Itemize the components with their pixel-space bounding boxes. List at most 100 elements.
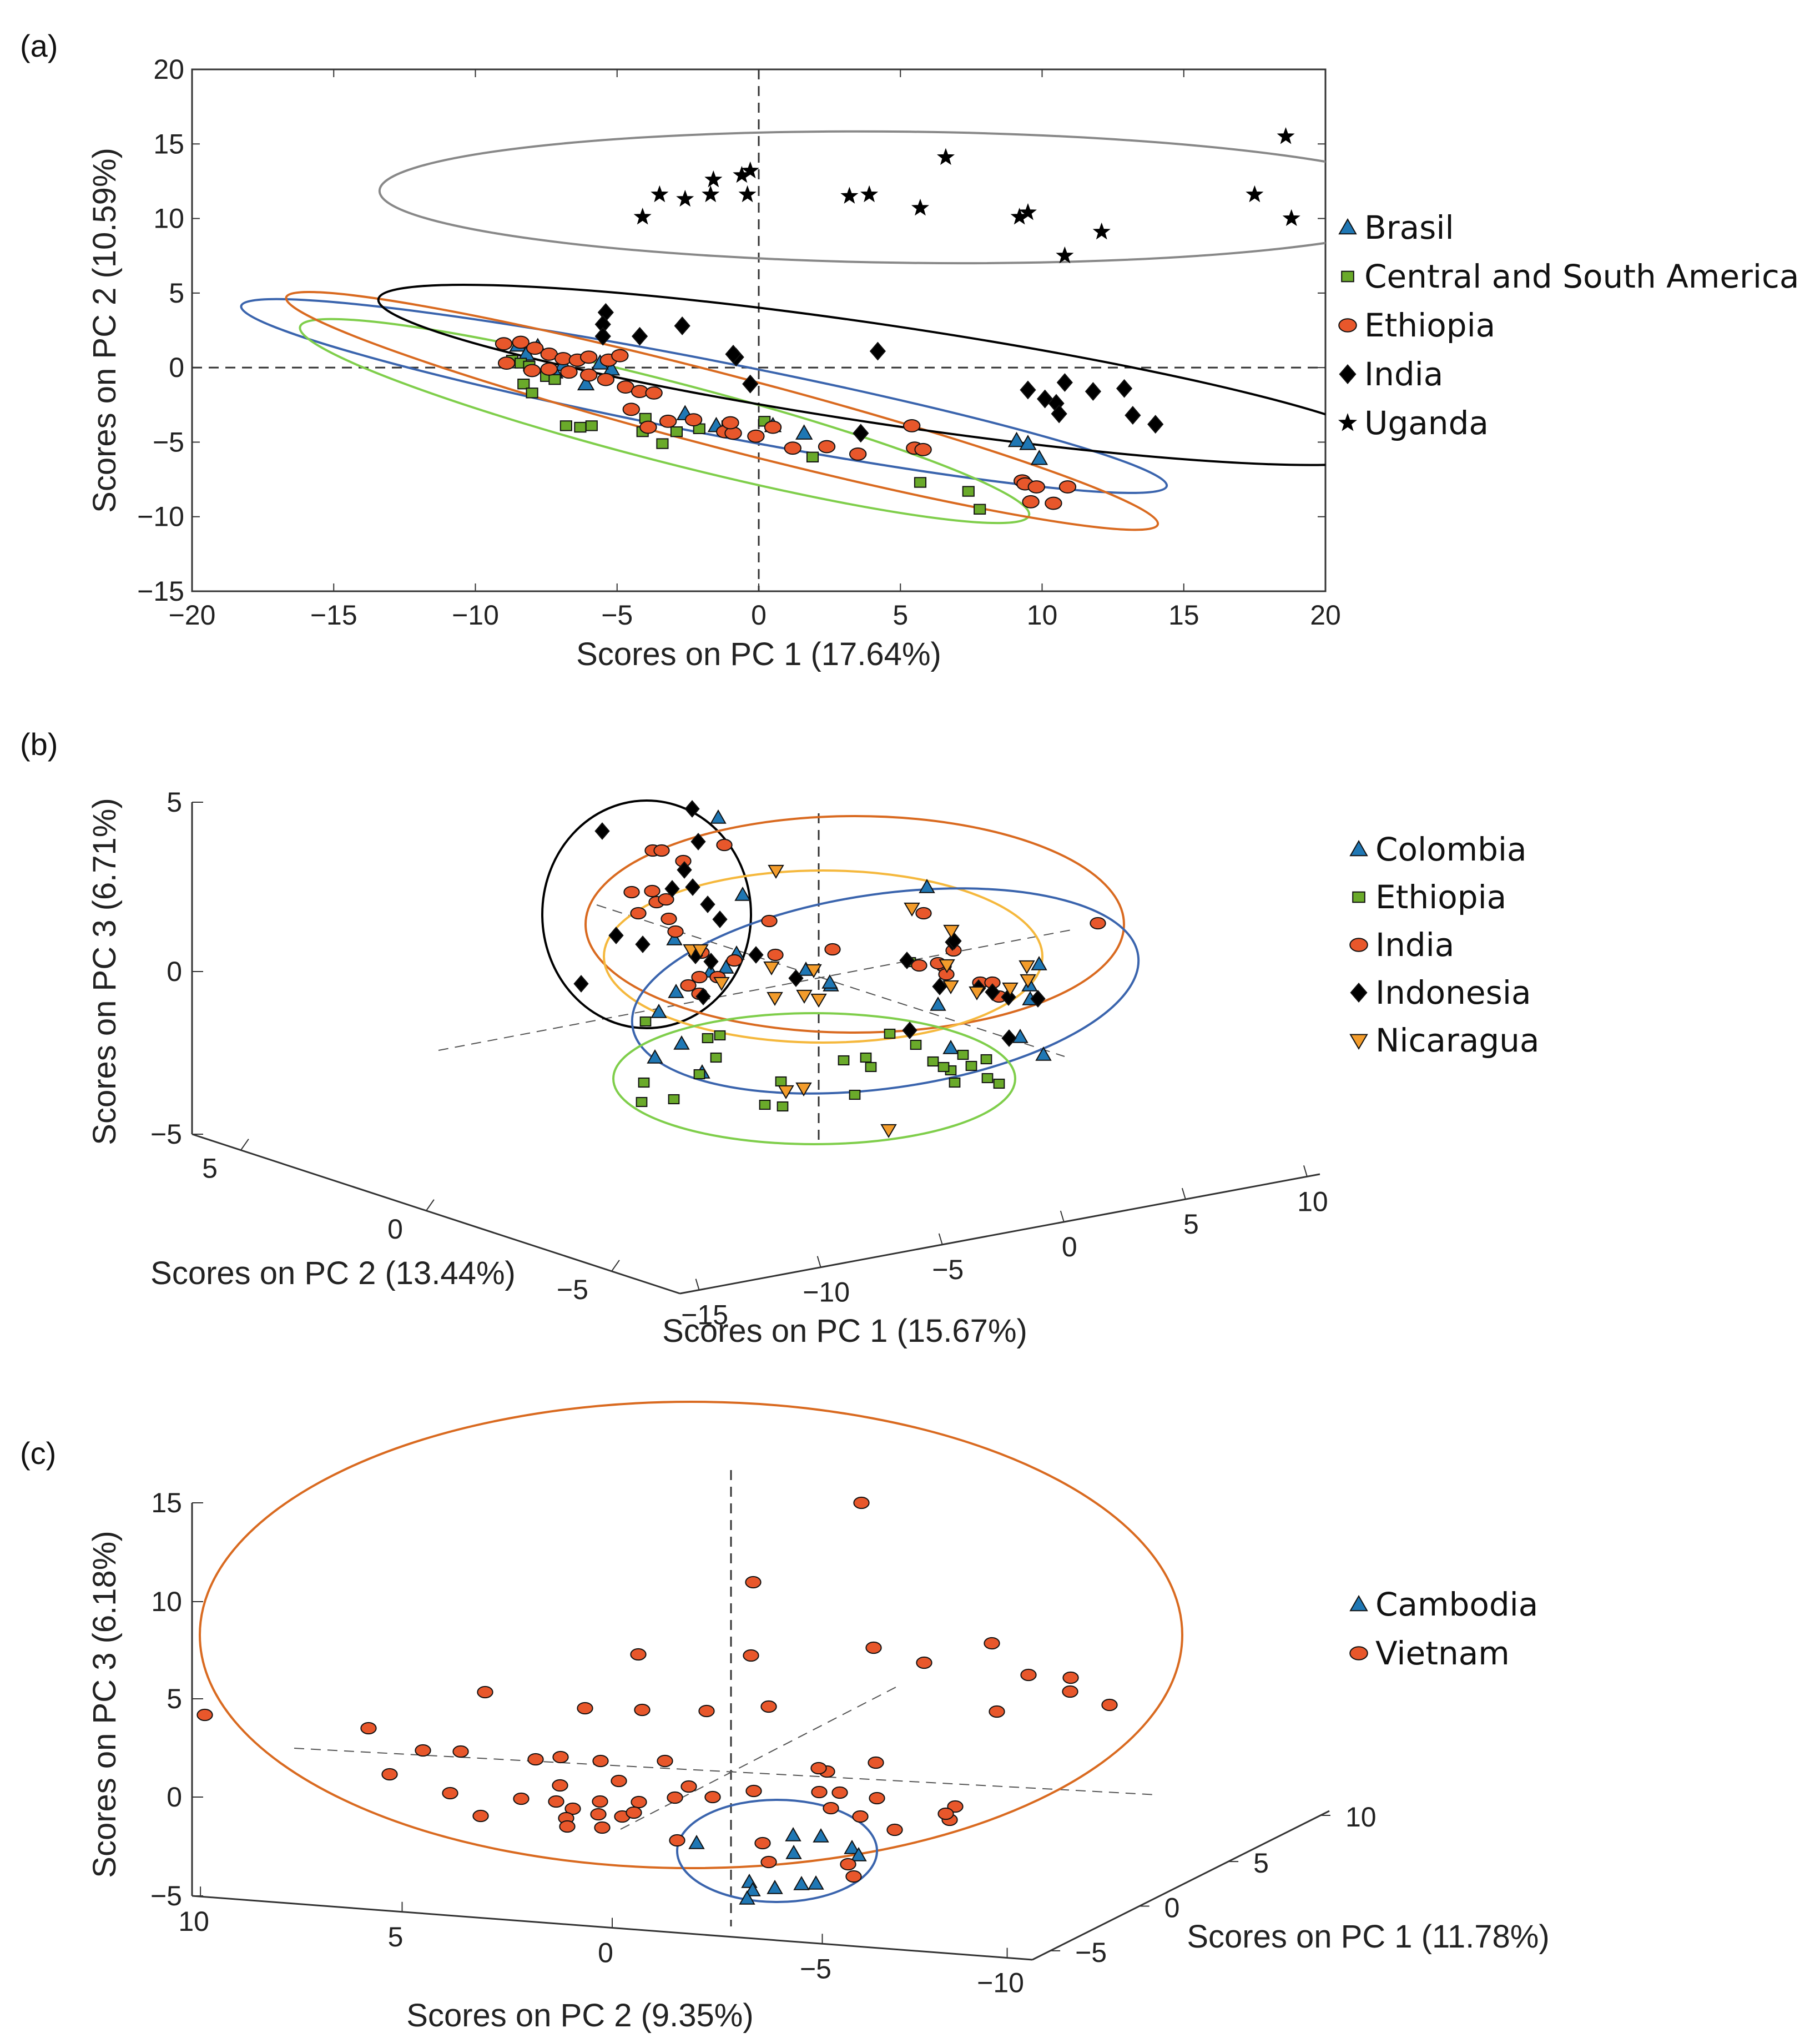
b-point-ethiopia bbox=[993, 1078, 1005, 1089]
c-point-vietnam bbox=[667, 1791, 683, 1804]
b-point-indonesia bbox=[635, 935, 651, 953]
legend-label-0: Colombia bbox=[1375, 831, 1527, 868]
panel-b-ylabel: Scores on PC 3 (6.71%) bbox=[87, 798, 123, 1145]
b-point-colombia bbox=[710, 809, 727, 824]
c-point-vietnam bbox=[754, 1836, 771, 1850]
a-point-india bbox=[674, 316, 690, 335]
c-point-cambodia bbox=[844, 1839, 860, 1854]
a-point-ethiopia bbox=[645, 386, 663, 400]
c-point-vietnam bbox=[811, 1785, 828, 1799]
b-point-india bbox=[767, 948, 784, 962]
panel-c-legend: Cambodia Vietnam bbox=[1349, 1586, 1538, 1672]
b-point-nicaragua bbox=[880, 1124, 897, 1138]
panel-a-label: (a) bbox=[20, 28, 58, 63]
c-point-cambodia bbox=[808, 1875, 824, 1890]
panel-b-ref-pc1 bbox=[438, 929, 1072, 1051]
c-point-cambodia bbox=[813, 1828, 829, 1843]
legend-marker-1 bbox=[1349, 1646, 1368, 1660]
b-point-indonesia bbox=[1001, 988, 1016, 1006]
b-point-ethiopia bbox=[710, 1052, 722, 1063]
legend-label-1: Central and South America bbox=[1364, 258, 1799, 295]
b-point-ethiopia bbox=[714, 1030, 726, 1041]
b-point-indonesia bbox=[677, 861, 692, 879]
b-point-ethiopia bbox=[775, 1076, 787, 1087]
panel-b-xlabel: Scores on PC 1 (15.67%) bbox=[662, 1313, 1027, 1349]
b-point-colombia bbox=[734, 886, 751, 901]
b-point-indonesia bbox=[685, 878, 700, 896]
c-point-vietnam bbox=[743, 1649, 759, 1662]
a-point-uganda bbox=[676, 189, 694, 207]
legend-label-2: India bbox=[1375, 926, 1454, 964]
b-point-ethiopia bbox=[937, 1061, 950, 1073]
a-xtick-label: 10 bbox=[1027, 600, 1058, 631]
c-point-vietnam bbox=[1020, 1668, 1037, 1682]
a-point-uganda bbox=[1019, 203, 1037, 220]
panel-c-ref-pc2 bbox=[294, 1748, 1158, 1795]
b-point-colombia bbox=[942, 1039, 959, 1054]
legend-label-3: Indonesia bbox=[1375, 974, 1531, 1012]
a-point-india bbox=[594, 326, 611, 346]
a-xtick-label: −10 bbox=[452, 600, 499, 631]
panel-b-ellipse-ethiopia bbox=[612, 1012, 1016, 1145]
legend-marker-3 bbox=[1350, 982, 1368, 1003]
b-point-india bbox=[630, 907, 647, 920]
b-point-nicaragua bbox=[692, 944, 709, 958]
b-point-ethiopia bbox=[638, 1077, 650, 1088]
c-pc2-tick-label: 10 bbox=[178, 1906, 209, 1937]
b-point-indonesia bbox=[1030, 990, 1046, 1008]
b-pc2-tick-label: −5 bbox=[557, 1274, 588, 1305]
a-point-brasil bbox=[1007, 431, 1026, 447]
panel-c-ylabel: Scores on PC 3 (6.18%) bbox=[87, 1531, 123, 1878]
c-point-vietnam bbox=[548, 1795, 564, 1808]
a-point-ethiopia bbox=[764, 420, 782, 434]
c-point-vietnam bbox=[823, 1802, 839, 1815]
a-point-brasil bbox=[577, 375, 595, 391]
c-point-vietnam bbox=[592, 1754, 609, 1768]
legend-marker-2 bbox=[1349, 938, 1368, 952]
b-point-colombia bbox=[1035, 1046, 1052, 1061]
a-point-uganda bbox=[911, 198, 930, 216]
c-point-vietnam bbox=[840, 1858, 856, 1871]
a-point-brasil bbox=[1019, 435, 1037, 450]
c-point-vietnam bbox=[745, 1784, 762, 1798]
b-point-indonesia bbox=[1001, 1029, 1017, 1047]
b-point-ethiopia bbox=[865, 1061, 877, 1073]
b-point-colombia bbox=[1012, 1028, 1029, 1043]
b-point-ethiopia bbox=[849, 1089, 861, 1100]
a-point-uganda bbox=[633, 208, 652, 225]
panel-b-legend: Colombia Ethiopia India Indonesia Nicaragua bbox=[1349, 831, 1539, 1059]
b-pc1-tick-mark bbox=[1060, 1210, 1065, 1222]
a-point-ethiopia bbox=[611, 349, 629, 363]
c-point-vietnam bbox=[477, 1685, 493, 1699]
b-point-nicaragua bbox=[943, 924, 960, 939]
b-pc1-tick-label: −10 bbox=[803, 1277, 850, 1308]
a-point-india bbox=[1020, 380, 1036, 400]
b-pc3-tick-label: 5 bbox=[167, 787, 182, 818]
b-point-ethiopia bbox=[702, 1033, 714, 1044]
panel-b-pc1-axis bbox=[679, 1173, 1320, 1295]
b-point-colombia bbox=[673, 1035, 690, 1050]
b-point-nicaragua bbox=[1002, 982, 1019, 997]
panel-a: (a) −20 −15 −10 −5 0 5 10 15 20 −15−10−505101520… bbox=[20, 28, 1799, 672]
a-point-ethiopia bbox=[497, 356, 516, 370]
panel-b-pc2-axis bbox=[191, 1133, 680, 1295]
a-ytick-label: −15 bbox=[137, 576, 184, 607]
legend-marker-0 bbox=[1349, 1594, 1368, 1612]
b-point-colombia bbox=[718, 959, 734, 974]
b-point-ethiopia bbox=[777, 1101, 789, 1112]
b-pc2-tick-label: 0 bbox=[387, 1214, 403, 1245]
a-point-ethiopia bbox=[818, 440, 836, 454]
c-point-vietnam bbox=[984, 1637, 1000, 1650]
b-point-colombia bbox=[647, 1049, 663, 1064]
c-point-cambodia bbox=[744, 1881, 761, 1896]
a-point-ethiopia bbox=[526, 341, 544, 355]
a-point-ethiopia bbox=[914, 442, 932, 456]
c-point-vietnam bbox=[564, 1802, 581, 1815]
b-point-colombia bbox=[821, 974, 838, 989]
b-point-indonesia bbox=[712, 910, 728, 928]
a-xtick-label: −15 bbox=[310, 600, 357, 631]
b-point-indonesia bbox=[985, 983, 1000, 1001]
a-point-uganda bbox=[651, 185, 669, 203]
b-point-colombia bbox=[919, 878, 935, 893]
a-point-india bbox=[1125, 406, 1141, 425]
